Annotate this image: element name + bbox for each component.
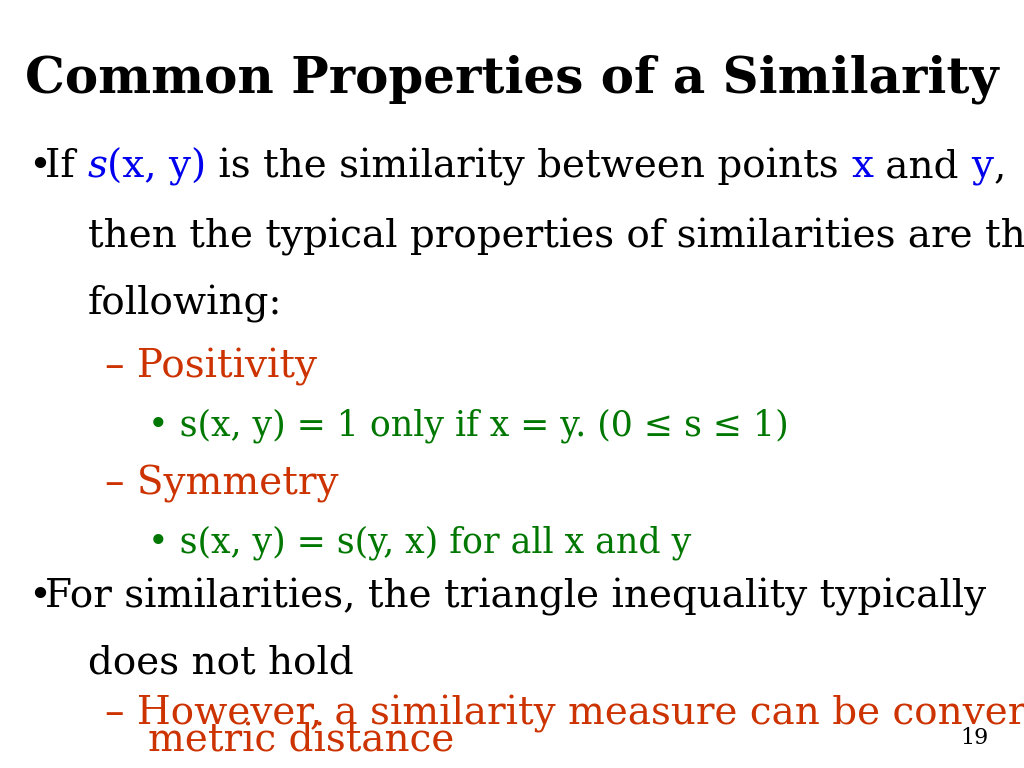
Text: following:: following: [88,285,283,323]
Text: 19: 19 [959,727,988,749]
Text: Common Properties of a Similarity: Common Properties of a Similarity [26,55,998,104]
Text: y: y [971,148,993,185]
Text: is the similarity between points: is the similarity between points [207,148,851,186]
Text: s: s [87,148,108,185]
Text: •: • [28,148,51,185]
Text: and: and [873,148,971,185]
Text: For similarities, the triangle inequality typically: For similarities, the triangle inequalit… [45,578,986,616]
Text: •: • [28,578,51,615]
Text: • s(x, y) = s(y, x) for all x and y: • s(x, y) = s(y, x) for all x and y [148,525,691,560]
Text: – Symmetry: – Symmetry [105,465,339,503]
Text: (x, y): (x, y) [108,148,207,187]
Text: ,: , [993,148,1006,185]
Text: – However, a similarity measure can be converted to a: – However, a similarity measure can be c… [105,695,1024,733]
Text: does not hold: does not hold [88,645,353,682]
Text: – Positivity: – Positivity [105,348,317,386]
Text: metric distance: metric distance [148,723,455,760]
Text: x: x [851,148,873,185]
Text: • s(x, y) = 1 only if x = y. (0 ≤ s ≤ 1): • s(x, y) = 1 only if x = y. (0 ≤ s ≤ 1) [148,408,788,442]
Text: If: If [45,148,87,185]
Text: then the typical properties of similarities are the: then the typical properties of similarit… [88,218,1024,256]
